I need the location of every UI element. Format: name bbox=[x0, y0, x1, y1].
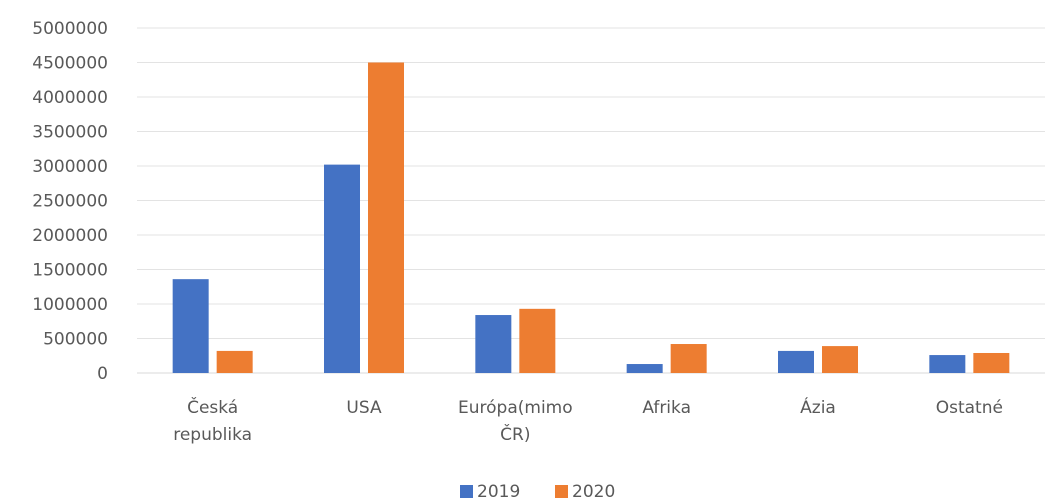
bar-2020-1 bbox=[368, 62, 404, 373]
legend: 2019 2020 bbox=[460, 482, 615, 502]
y-tick-label: 500000 bbox=[43, 330, 108, 350]
x-category-label: ČR) bbox=[500, 423, 530, 445]
x-category-label: Ázia bbox=[800, 396, 836, 418]
bar-2020-2 bbox=[519, 308, 556, 373]
bar-2019-5 bbox=[929, 355, 966, 373]
y-tick-label: 1000000 bbox=[32, 295, 108, 315]
gridlines bbox=[137, 27, 1045, 374]
bar-2020-0 bbox=[216, 350, 253, 373]
y-tick-label: 1500000 bbox=[32, 261, 108, 281]
x-category-label: Ostatné bbox=[936, 398, 1003, 418]
y-tick-label: 2000000 bbox=[32, 226, 108, 246]
y-tick-label: 2500000 bbox=[32, 192, 108, 212]
bar-2019-3 bbox=[626, 364, 663, 373]
bar-2020-4 bbox=[822, 346, 858, 373]
legend-swatch-2020 bbox=[555, 485, 568, 498]
y-tick-label: 4000000 bbox=[32, 88, 108, 108]
bars bbox=[172, 62, 1010, 373]
legend-label: 2020 bbox=[572, 482, 615, 502]
y-tick-label: 5000000 bbox=[32, 19, 108, 39]
x-axis: Česká republika USA Európa(mimo ČR) Afrika Ázi… bbox=[173, 396, 1003, 445]
y-tick-label: 0 bbox=[97, 364, 108, 384]
legend-label: 2019 bbox=[477, 482, 520, 502]
x-category-label: Európa(mimo bbox=[458, 398, 573, 418]
bar-2019-1 bbox=[324, 164, 360, 373]
y-tick-label: 3000000 bbox=[32, 157, 108, 177]
y-tick-label: 4500000 bbox=[32, 54, 108, 74]
x-category-label: Afrika bbox=[642, 398, 691, 418]
bar-2019-0 bbox=[172, 279, 209, 373]
x-category-label: USA bbox=[346, 398, 382, 418]
bar-2020-5 bbox=[973, 352, 1010, 373]
bar-2019-2 bbox=[475, 315, 512, 373]
y-tick-label: 3500000 bbox=[32, 123, 108, 143]
legend-swatch-2019 bbox=[460, 485, 473, 498]
bar-2019-4 bbox=[778, 350, 814, 373]
x-category-label: republika bbox=[173, 425, 252, 445]
y-axis: 0 500000 1000000 1500000 2000000 2500000 30000… bbox=[32, 19, 108, 384]
bar-2020-3 bbox=[670, 344, 707, 373]
x-category-label: Česká bbox=[187, 396, 238, 418]
